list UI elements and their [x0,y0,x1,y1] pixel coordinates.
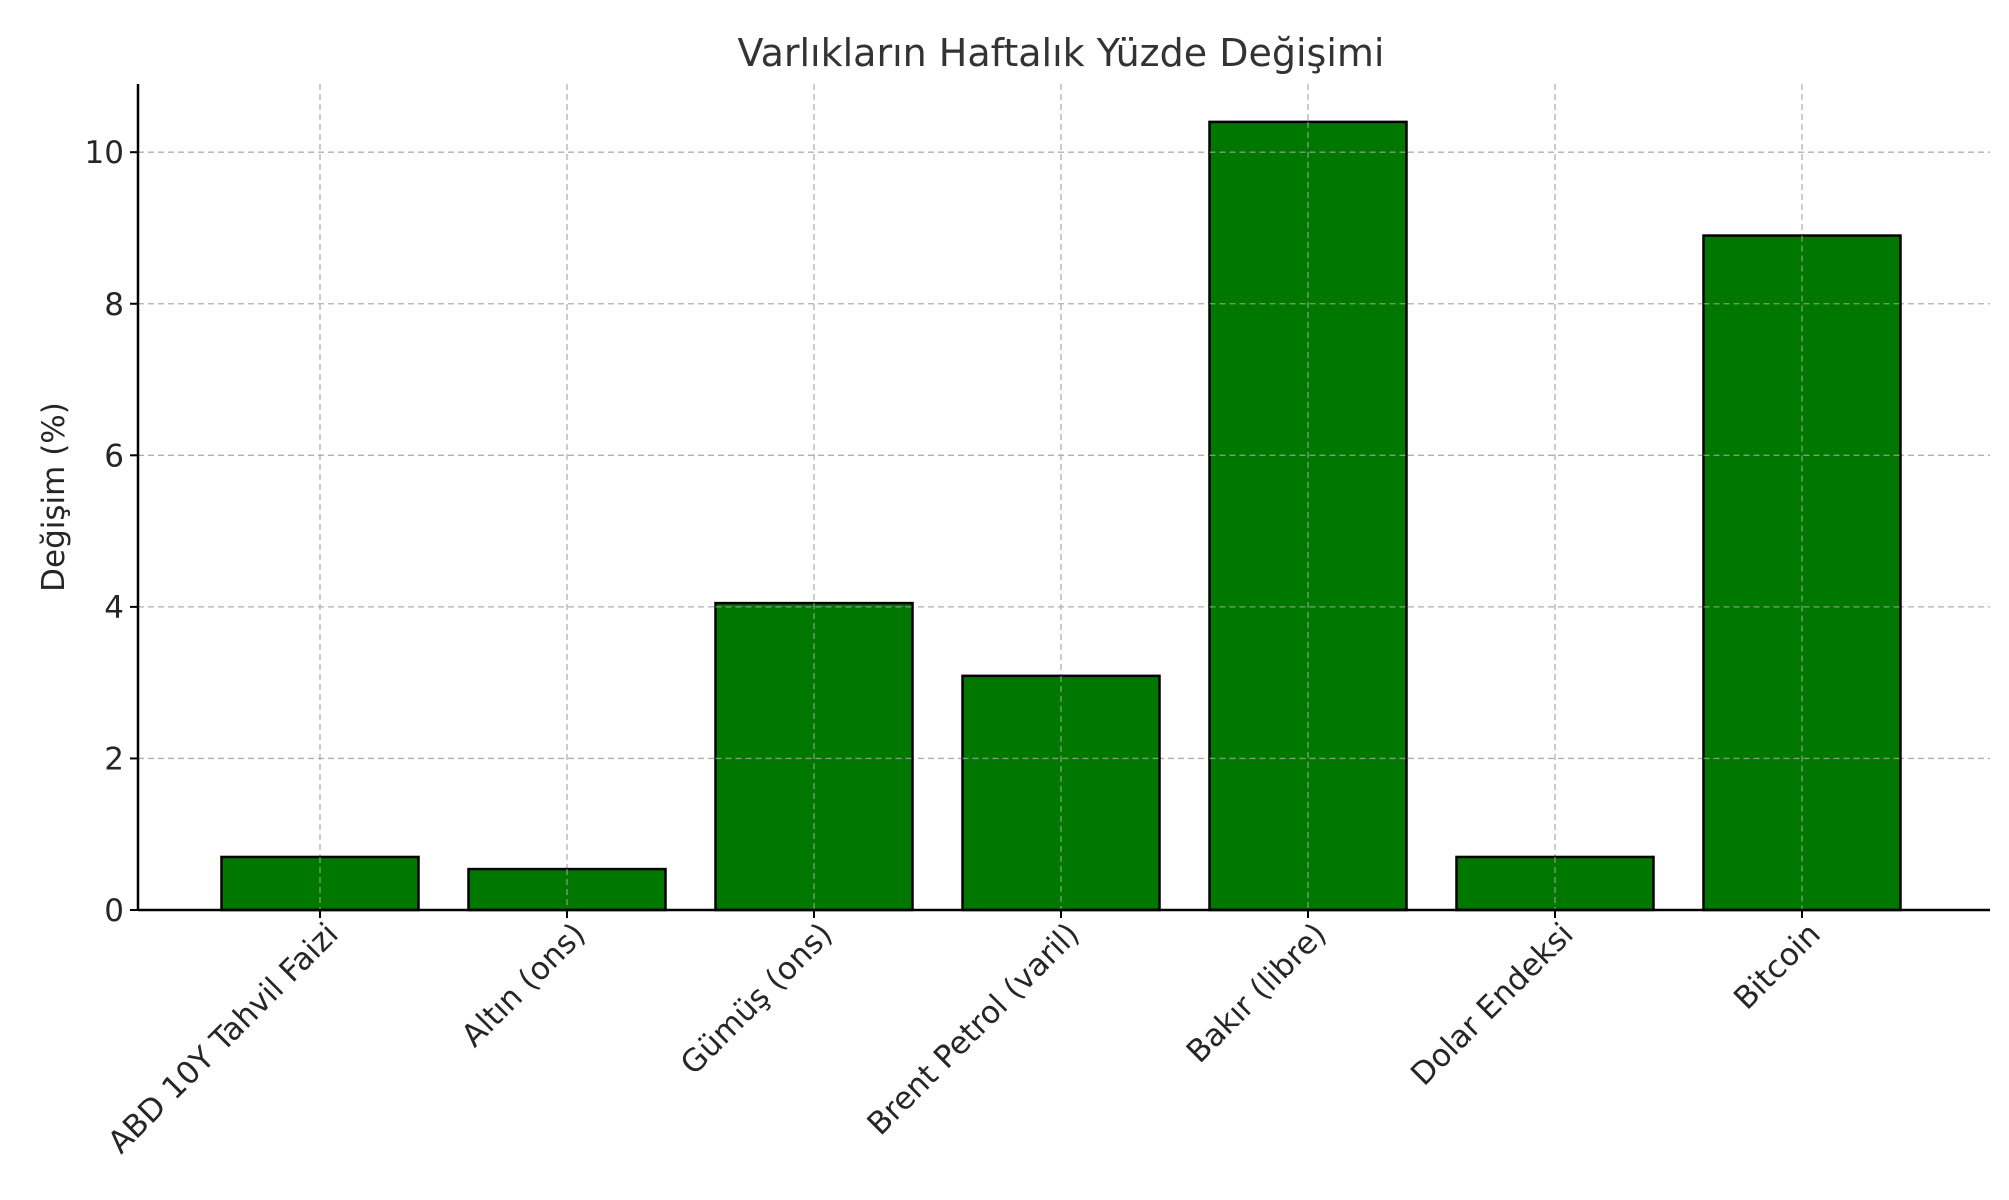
x-tick-labels: ABD 10Y Tahvil Faizi Altın (ons) Gümüş (on… [101,916,1828,1161]
y-tick-label: 2 [104,741,124,777]
x-tick-label: Brent Petrol (varil) [860,916,1086,1142]
y-tick-labels: 0 2 4 6 8 10 [85,135,124,929]
x-tick-label: Bitcoin [1727,916,1828,1017]
x-tick-label: Bakır (libre) [1180,916,1334,1070]
y-axis-label: Değişim (%) [36,402,72,592]
chart-title: Varlıkların Haftalık Yüzde Değişimi [738,31,1385,75]
y-tick-label: 4 [104,590,124,626]
x-tick-label: Dolar Endeksi [1404,916,1581,1093]
y-tick-label: 6 [104,438,124,474]
y-tick-label: 10 [85,135,124,171]
x-tick-label: Altın (ons) [455,916,593,1054]
x-tick-label: ABD 10Y Tahvil Faizi [101,916,346,1161]
x-tick-label: Gümüş (ons) [674,916,840,1082]
y-tick-label: 8 [104,287,124,323]
y-tick-label: 0 [104,893,124,929]
axes [130,84,1990,918]
bars [220,120,1902,912]
